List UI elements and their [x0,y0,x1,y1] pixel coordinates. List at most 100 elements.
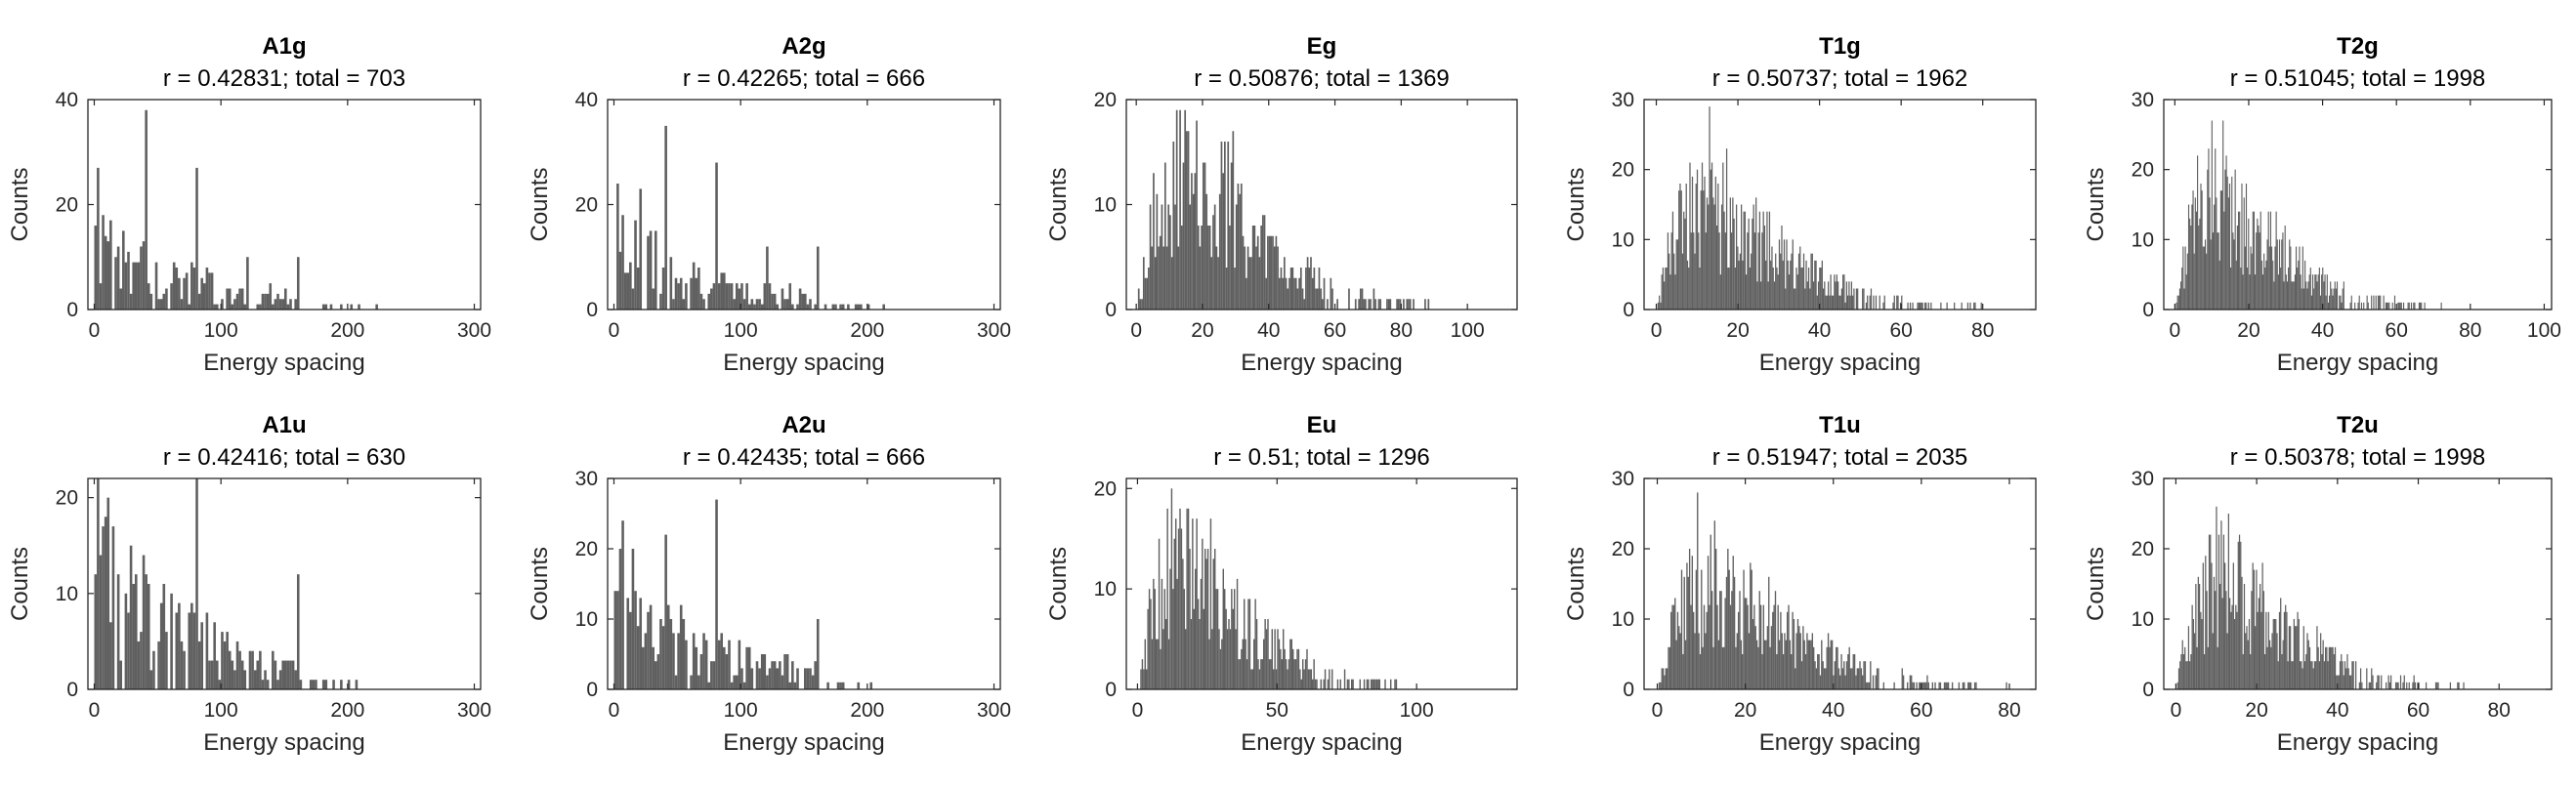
histogram-bar [233,670,236,689]
histogram-bar [2278,611,2281,689]
histogram-bar [238,650,241,689]
histogram-bar [2377,675,2379,689]
histogram-bar [1712,197,1714,310]
histogram-bar [1246,277,1247,310]
histogram-bar [1202,162,1204,310]
histogram-bar [2210,239,2212,310]
histogram-bar [1196,120,1198,310]
histogram-bar [2216,506,2217,689]
histogram-bar [2217,646,2218,689]
histogram-bar [2192,190,2194,310]
histogram-bar [771,293,774,310]
histogram-bar [1863,661,1865,689]
histogram-bar [1675,640,1677,689]
histogram-bar [1799,246,1801,310]
histogram-bar [1922,682,1924,689]
histogram-bar [1909,302,1912,310]
histogram-bar [2276,239,2278,310]
y-tick-label: 10 [2132,228,2154,251]
histogram-bar [165,632,168,689]
histogram-bar [1220,142,1223,310]
histogram-bar [1268,659,1271,689]
histogram-bar [1675,239,1677,310]
histogram-bar [1796,274,1798,310]
histogram-bar [1823,668,1826,689]
histogram-bar [1945,682,1947,689]
y-tick-label: 20 [1094,89,1117,111]
histogram-bar [692,262,696,310]
y-tick-label: 30 [2132,468,2154,490]
histogram-bar [228,288,232,310]
histogram-bar [1850,281,1853,310]
histogram-bar [1238,659,1240,689]
histogram-bar [1192,518,1194,689]
histogram-bar [1730,232,1733,310]
histogram-bar [1159,235,1161,310]
x-axis-label: Energy spacing [1241,729,1402,756]
histogram-bar [2402,682,2404,689]
histogram-bar [2224,169,2226,310]
histogram-bar [1729,197,1731,310]
histogram-bar [1813,646,1815,689]
histogram-bar [205,268,209,310]
histogram-bar [1781,226,1783,310]
histogram-bar [758,299,761,310]
histogram-bar [1161,578,1163,689]
histogram-bar [1687,576,1689,689]
histogram-bar [776,304,780,310]
histogram-bar [664,534,667,689]
histogram-bar [1684,640,1687,689]
histogram-bar [1804,654,1807,689]
histogram-bar [102,526,105,689]
x-tick-label: 40 [1808,319,1831,342]
x-tick-label: 80 [1971,319,1994,342]
histogram-bar [226,632,229,689]
x-axis-label: Energy spacing [1759,729,1921,756]
histogram-bar [2403,675,2405,689]
histogram-bar [1386,299,1388,310]
histogram-bar [672,633,675,689]
histogram-bar [616,184,619,310]
histogram-bar [1210,257,1213,310]
histogram-bar [1761,232,1763,310]
x-tick-label: 200 [330,319,364,342]
histogram-bar [728,640,731,689]
histogram-bar [2190,226,2192,310]
histogram-bar [192,612,196,689]
histogram-bar [2184,646,2186,689]
histogram-bar [793,682,797,689]
histogram-bar [2290,626,2292,689]
histogram-bar [1853,654,1856,689]
x-axis-label: Energy spacing [723,729,884,756]
panel-title: Eu [1306,412,1337,438]
histogram-bar [1284,257,1286,310]
histogram-bar [2326,646,2328,689]
histogram-bar [228,650,232,689]
histogram-bar [1923,682,1925,689]
histogram-bar [750,299,754,310]
y-tick-label: 20 [2132,159,2154,182]
histogram-bar [1863,288,1865,310]
x-tick-label: 40 [1257,319,1280,342]
y-tick-label: 20 [575,538,598,560]
histogram-bar [321,304,325,310]
histogram-bar [2349,302,2351,310]
histogram-bar [1708,204,1710,310]
histogram-bar [1748,633,1751,689]
histogram-bar [1211,629,1213,689]
histogram-bar [1683,576,1685,689]
y-tick-label: 40 [56,89,78,111]
histogram-bar [1917,302,1919,310]
histogram-bar [1683,211,1685,310]
histogram-bar [2360,302,2363,310]
histogram-bar [1197,599,1200,689]
histogram-bar [157,641,160,689]
histogram-bar [2396,682,2398,689]
histogram-bar [1173,538,1175,689]
histogram-bar [2195,584,2197,689]
histogram-bar [707,293,711,310]
histogram-bar [129,293,133,310]
histogram-bar [1869,295,1871,310]
histogram-bar [1248,599,1251,689]
histogram-bar [1707,556,1710,689]
